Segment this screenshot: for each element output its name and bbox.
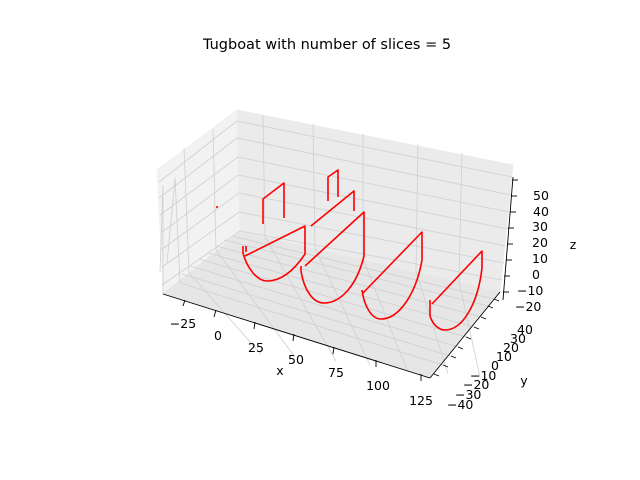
z-tick-label: 50 (533, 188, 549, 203)
slice-25-hull (300, 211, 365, 304)
x-axis-label: x (276, 363, 283, 378)
slice-0-hull (242, 225, 306, 282)
slice-25-superstructure (310, 190, 355, 227)
y-tick-label: −20 (463, 377, 489, 392)
x-tick-label: −25 (170, 316, 196, 331)
y-tick-label: 10 (496, 349, 512, 364)
y-tick-label: −40 (447, 397, 473, 412)
x-tick-label: 25 (248, 340, 264, 355)
x-tick-label: 125 (409, 393, 433, 408)
z-tick-label: −20 (515, 299, 541, 314)
y-tick-label: −10 (470, 368, 496, 383)
z-axis-label: z (570, 237, 577, 252)
z-tick-label: −10 (517, 283, 543, 298)
slice-0-superstructure (262, 182, 285, 224)
y-axis-label: y (520, 373, 528, 388)
x-tick-label: 0 (214, 328, 222, 343)
x-tick-label: 75 (328, 365, 344, 380)
y-tick-labels: −40 −30 −20 −10 0 10 20 30 40 (447, 322, 533, 412)
y-tick-label: 0 (491, 358, 499, 373)
x-tick-label: 50 (288, 352, 304, 367)
y-tick-label: 20 (503, 340, 519, 355)
grid (158, 114, 513, 379)
y-tick-label: 40 (517, 322, 533, 337)
z-tick-label: 30 (532, 219, 548, 234)
x-tick-labels: −25 0 25 50 75 100 125 (170, 316, 433, 408)
slice-25-mast (327, 169, 339, 201)
z-tick-label: 20 (532, 235, 548, 250)
z-tick-label: 10 (532, 251, 548, 266)
z-axis-line (502, 176, 514, 301)
z-tick-labels: −20 −10 0 10 20 30 40 50 (515, 188, 549, 314)
chart-title: Tugboat with number of slices = 5 (202, 37, 451, 53)
tugboat-slices (216, 169, 483, 331)
z-tick-label: 0 (532, 267, 540, 282)
y-tick-label: 30 (510, 331, 526, 346)
slice-50-hull (361, 231, 423, 320)
y-tick-label: −30 (455, 387, 481, 402)
x-tick-label: 100 (366, 378, 390, 393)
slice-75-hull (429, 250, 483, 331)
x-axis-line (162, 293, 431, 379)
z-tick-label: 40 (533, 204, 549, 219)
tick-marks (182, 179, 518, 381)
